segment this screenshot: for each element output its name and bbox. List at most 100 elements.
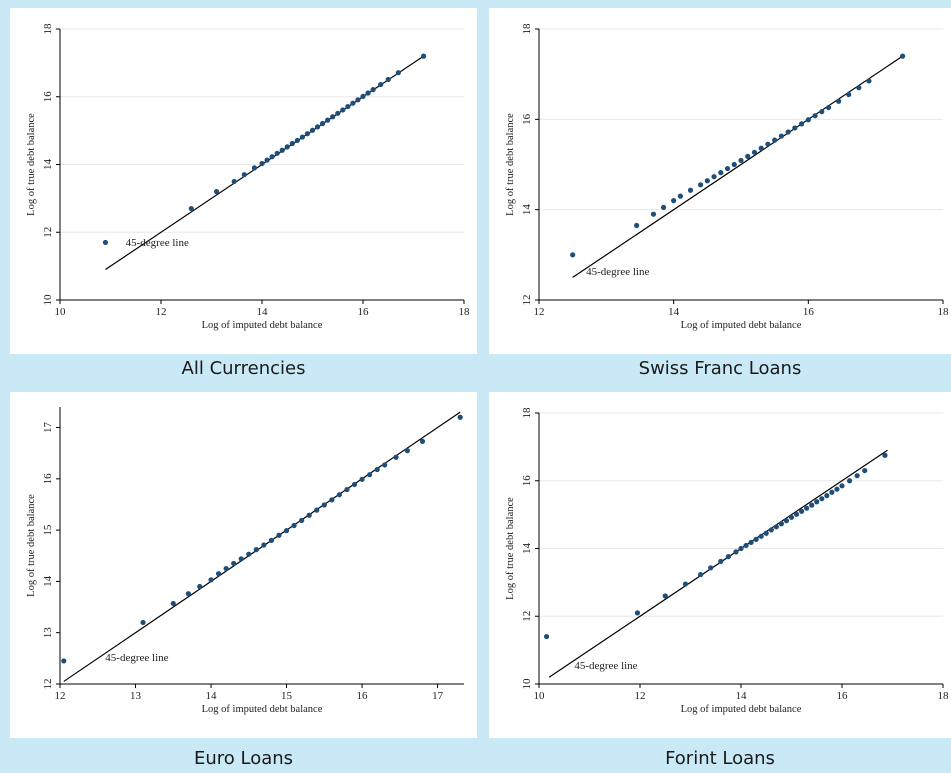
- panel-forint: 10 12 14 16 18 10 12 14 16 18 Log of imputed debt …: [489, 392, 951, 738]
- data-point: [763, 530, 769, 536]
- data-point: [223, 565, 229, 572]
- data-point: [846, 478, 853, 484]
- panel-swiss-franc: 12 14 16 18 12 14 16 18 Log of imputed debt bala…: [489, 8, 951, 354]
- data-point: [351, 481, 358, 488]
- x-tick-label: 12: [635, 690, 646, 702]
- data-point: [662, 593, 668, 599]
- data-point: [367, 472, 373, 478]
- data-point: [829, 489, 835, 495]
- y-tick-label: 14: [42, 575, 54, 587]
- x-tick-label: 18: [938, 306, 950, 318]
- data-point: [299, 517, 305, 523]
- data-point: [753, 536, 759, 542]
- data-point: [279, 147, 285, 153]
- data-point: [213, 189, 220, 195]
- y-tick-label: 16: [42, 473, 54, 485]
- x-tick-label: 12: [534, 306, 545, 318]
- data-point: [634, 222, 640, 229]
- data-point: [215, 571, 222, 577]
- data-point: [748, 539, 754, 546]
- data-point: [365, 90, 371, 96]
- x-tick-label: 17: [432, 690, 444, 702]
- x-tick-label: 14: [257, 306, 269, 318]
- panel-all-currencies: 10 12 14 16 18 10 12 14 16 18 Log of imputed debt …: [10, 8, 477, 354]
- data-point: [61, 658, 67, 664]
- x-axis-label: Log of imputed debt balance: [681, 704, 802, 715]
- y-tick-label: 14: [42, 159, 54, 171]
- y-axis-label: Log of true debt balance: [505, 497, 516, 600]
- y-axis-label: Log of true debt balance: [26, 113, 37, 216]
- data-point: [335, 110, 341, 116]
- y-tick-label: 12: [521, 295, 533, 306]
- x-axis-label: Log of imputed debt balance: [202, 320, 323, 331]
- x-axis-label: Log of imputed debt balance: [202, 704, 323, 715]
- data-point: [698, 571, 704, 578]
- y-tick-label: 16: [521, 113, 533, 125]
- data-point: [854, 473, 860, 479]
- data-point: [359, 476, 365, 482]
- data-point: [457, 414, 463, 420]
- data-point: [340, 107, 346, 113]
- data-point: [251, 165, 258, 171]
- data-point: [743, 542, 749, 549]
- reference-line-label: 45-degree line: [126, 237, 189, 249]
- data-point: [289, 140, 295, 147]
- data-point: [862, 467, 868, 474]
- data-point: [421, 53, 427, 59]
- caption-all-currencies: All Currencies: [181, 358, 306, 379]
- data-point: [253, 547, 259, 553]
- x-tick-label: 16: [837, 690, 849, 702]
- reference-line-45: [105, 55, 424, 271]
- data-point: [284, 144, 290, 150]
- y-tick-label: 18: [521, 23, 533, 35]
- data-point: [283, 528, 290, 534]
- y-tick-label: 12: [521, 611, 533, 622]
- data-point: [799, 121, 805, 127]
- data-point: [824, 493, 830, 499]
- data-point: [812, 113, 818, 119]
- x-tick-label: 13: [130, 690, 142, 702]
- data-point: [274, 150, 280, 156]
- data-point: [374, 466, 380, 473]
- data-point: [330, 114, 336, 120]
- y-tick-label: 12: [42, 679, 54, 690]
- chart-forint: 10 12 14 16 18 10 12 14 16 18 Log of imputed debt …: [505, 407, 949, 715]
- data-point: [345, 103, 351, 110]
- y-tick-label: 15: [42, 524, 54, 536]
- data-point: [836, 98, 842, 104]
- x-tick-label: 18: [459, 306, 471, 318]
- x-tick-label: 16: [358, 306, 370, 318]
- data-point: [264, 157, 270, 163]
- data-point: [570, 252, 576, 258]
- data-point: [306, 512, 312, 518]
- x-tick-label: 10: [55, 306, 67, 318]
- reference-line-label: 45-degree line: [574, 660, 637, 672]
- data-point: [788, 514, 795, 520]
- data-point: [360, 93, 366, 100]
- data-point: [543, 633, 550, 640]
- y-tick-label: 10: [42, 294, 54, 306]
- data-point: [793, 511, 800, 517]
- reference-line-45: [63, 411, 461, 682]
- data-point: [404, 448, 410, 454]
- data-point: [395, 70, 401, 76]
- data-point: [856, 85, 862, 91]
- data-point: [259, 160, 265, 167]
- data-point: [355, 97, 361, 103]
- data-point: [900, 53, 906, 59]
- x-tick-label: 12: [156, 306, 167, 318]
- y-tick-label: 10: [521, 678, 533, 690]
- data-point: [238, 556, 244, 562]
- data-point: [738, 545, 744, 552]
- data-point: [276, 532, 282, 538]
- reference-line-label: 45-degree line: [586, 266, 649, 278]
- y-tick-label: 14: [521, 204, 533, 216]
- data-point: [804, 505, 810, 511]
- data-point: [768, 527, 774, 533]
- panel-euro: 12 13 14 15 16 17 12 13 14 15 16 17 Log of imputed d…: [10, 392, 477, 738]
- data-point: [698, 182, 704, 188]
- reference-line-45: [548, 449, 888, 678]
- data-point: [839, 483, 845, 489]
- data-point: [814, 499, 820, 505]
- data-point: [299, 134, 305, 140]
